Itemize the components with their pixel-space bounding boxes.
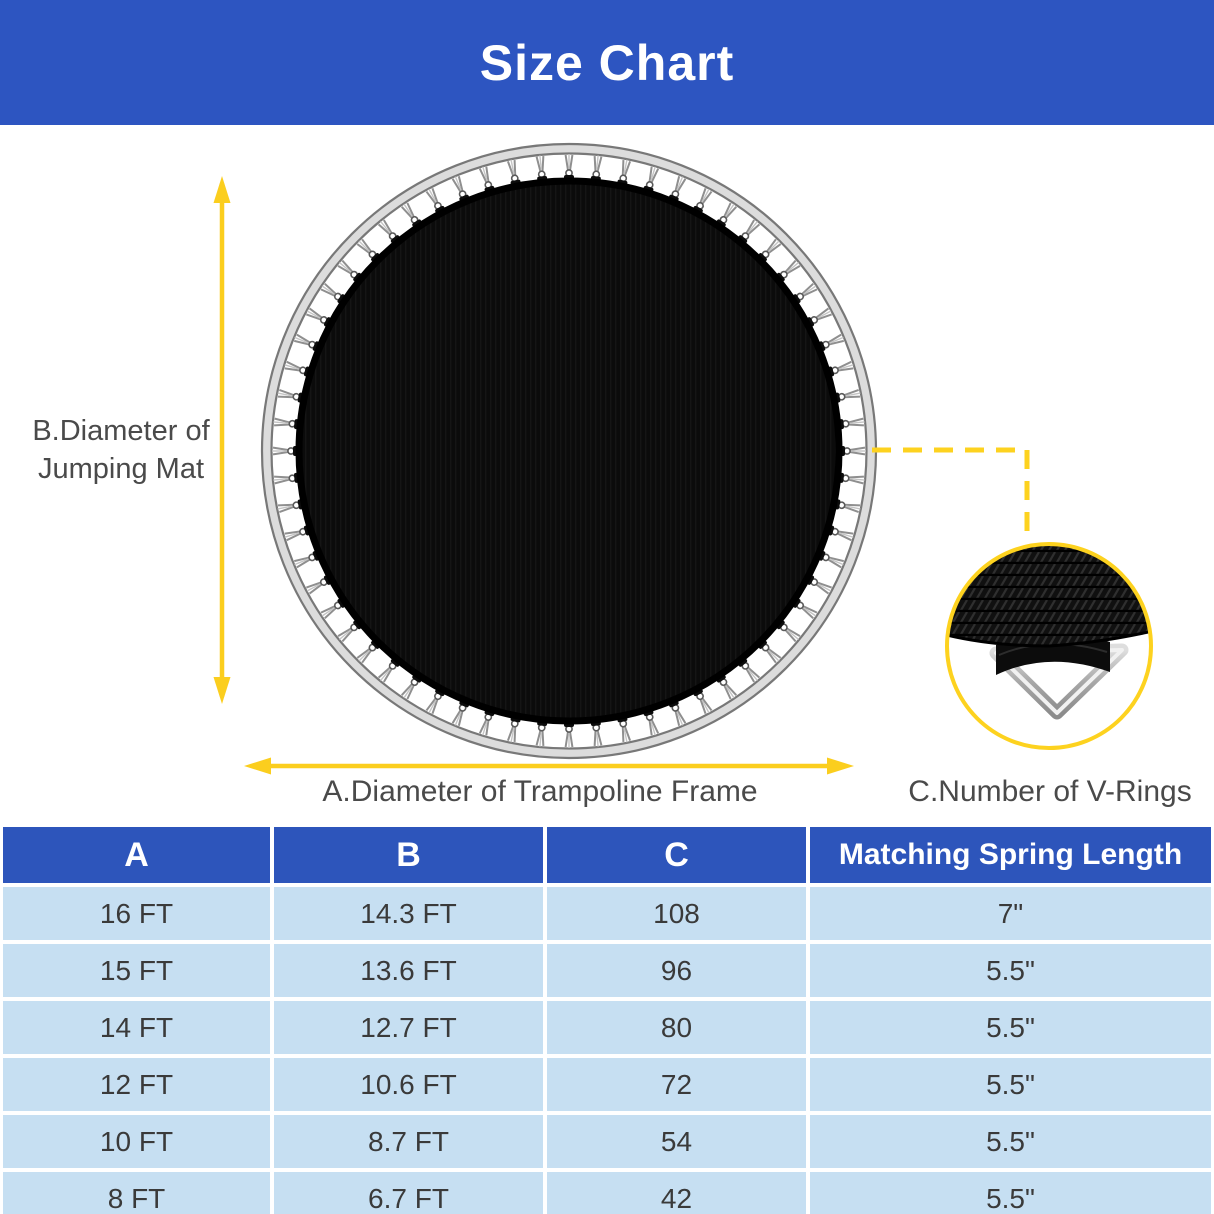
arrow-b-vertical	[213, 176, 231, 704]
table-cell: 16 FT	[3, 887, 270, 940]
title-banner: Size Chart	[0, 0, 1214, 125]
table-row: 14 FT 12.7 FT 80 5.5"	[3, 1001, 1211, 1054]
column-header-a: A	[3, 827, 270, 883]
callout-dashed-line	[872, 447, 1030, 536]
column-header-b: B	[274, 827, 543, 883]
table-cell: 8 FT	[3, 1172, 270, 1214]
size-table: A B C Matching Spring Length 16 FT 14.3 FT 10…	[0, 827, 1214, 1214]
table-cell: 15 FT	[3, 944, 270, 997]
v-ring-detail-circle	[945, 542, 1153, 750]
table-row: 16 FT 14.3 FT 108 7"	[3, 887, 1211, 940]
table-cell: 72	[547, 1058, 806, 1111]
mat-fabric-detail	[947, 544, 1151, 646]
table-cell: 5.5"	[810, 1172, 1211, 1214]
table-row: 15 FT 13.6 FT 96 5.5"	[3, 944, 1211, 997]
table-cell: 12.7 FT	[274, 1001, 543, 1054]
table-cell: 54	[547, 1115, 806, 1168]
label-frame-diameter: A.Diameter of Trampoline Frame	[322, 775, 758, 808]
column-header-matching-spring-length: Matching Spring Length	[810, 827, 1211, 883]
table-header-row: A B C Matching Spring Length	[3, 827, 1211, 883]
table-cell: 10 FT	[3, 1115, 270, 1168]
table-cell: 13.6 FT	[274, 944, 543, 997]
table-cell: 5.5"	[810, 944, 1211, 997]
table-cell: 96	[547, 944, 806, 997]
table-cell: 6.7 FT	[274, 1172, 543, 1214]
jumping-mat	[295, 177, 843, 725]
arrow-a-horizontal	[244, 757, 854, 775]
table-cell: 80	[547, 1001, 806, 1054]
page-title: Size Chart	[479, 34, 735, 91]
table-row: 8 FT 6.7 FT 42 5.5"	[3, 1172, 1211, 1214]
table-cell: 14.3 FT	[274, 887, 543, 940]
table-cell: 5.5"	[810, 1001, 1211, 1054]
table-row: 12 FT 10.6 FT 72 5.5"	[3, 1058, 1211, 1111]
table-cell: 12 FT	[3, 1058, 270, 1111]
label-v-rings: C.Number of V-Rings	[908, 775, 1192, 808]
label-jumping-mat-diameter: B.Diameter of Jumping Mat	[32, 415, 210, 485]
table-cell: 5.5"	[810, 1058, 1211, 1111]
table-cell: 10.6 FT	[274, 1058, 543, 1111]
table-cell: 14 FT	[3, 1001, 270, 1054]
table-cell: 8.7 FT	[274, 1115, 543, 1168]
table-cell: 7"	[810, 887, 1211, 940]
table-cell: 108	[547, 887, 806, 940]
table-row: 10 FT 8.7 FT 54 5.5"	[3, 1115, 1211, 1168]
table-cell: 5.5"	[810, 1115, 1211, 1168]
column-header-c: C	[547, 827, 806, 883]
table-cell: 42	[547, 1172, 806, 1214]
